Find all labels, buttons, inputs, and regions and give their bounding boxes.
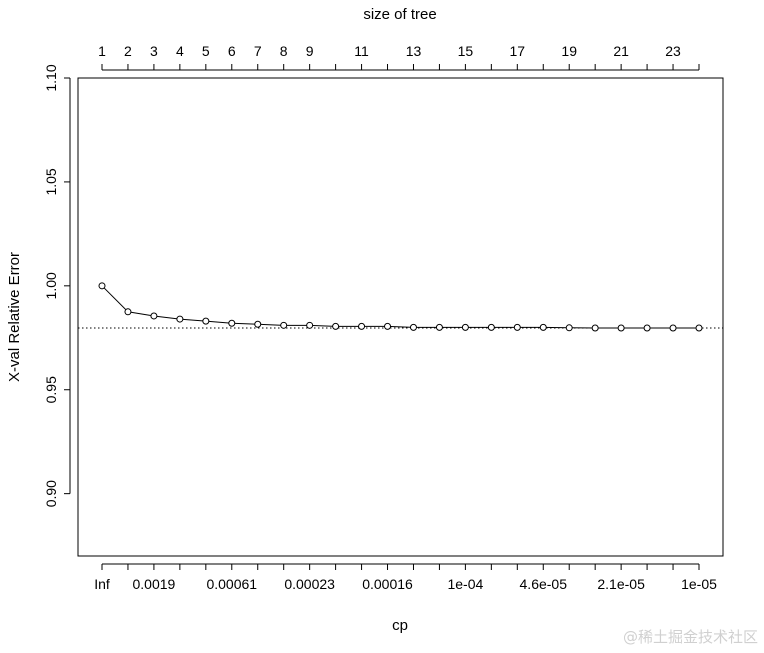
- y-tick-label: 1.05: [43, 168, 59, 195]
- top-tick-label: 15: [458, 43, 474, 59]
- bottom-tick-label: 1e-04: [447, 576, 483, 592]
- plot-frame: [77, 77, 724, 557]
- data-point: [358, 322, 366, 330]
- data-point: [228, 319, 236, 327]
- y-axis-title: X-val Relative Error: [6, 252, 23, 382]
- top-axis-title: size of tree: [363, 6, 436, 23]
- data-point: [643, 324, 651, 332]
- bottom-tick-label: 0.00061: [206, 576, 257, 592]
- data-point: [565, 324, 573, 332]
- top-tick-label: 7: [254, 43, 262, 59]
- data-point: [409, 323, 417, 331]
- data-point: [176, 315, 184, 323]
- top-tick-label: 8: [280, 43, 288, 59]
- bottom-tick-label: 2.1e-05: [597, 576, 645, 592]
- data-point: [617, 324, 625, 332]
- top-tick-label: 4: [176, 43, 184, 59]
- y-tick-label: 1.00: [43, 272, 59, 299]
- data-point: [591, 324, 599, 332]
- top-tick-label: 9: [306, 43, 314, 59]
- bottom-tick-label: 1e-05: [681, 576, 717, 592]
- data-point: [124, 308, 132, 316]
- x-axis-title: cp: [392, 617, 408, 634]
- top-tick-label: 17: [510, 43, 526, 59]
- top-tick-label: 19: [561, 43, 577, 59]
- data-point: [695, 324, 703, 332]
- series-line: [101, 285, 699, 329]
- top-tick-label: 11: [354, 43, 369, 59]
- data-point: [150, 312, 158, 320]
- data-point: [513, 323, 521, 331]
- top-tick-label: 21: [613, 43, 629, 59]
- data-point: [384, 322, 392, 330]
- top-tick-label: 13: [406, 43, 422, 59]
- top-tick-label: 1: [98, 43, 106, 59]
- y-tick-label: 0.95: [43, 376, 59, 403]
- bottom-axis: Inf 0.0019 0.00061 0.00023 0.00016 1e-04 4.6e-…: [94, 563, 717, 592]
- top-tick-label: 5: [202, 43, 210, 59]
- bottom-tick-label: 0.00016: [362, 576, 413, 592]
- y-axis: 0.90 0.95 1.00 1.05 1.10: [43, 64, 71, 507]
- data-points: [98, 282, 703, 332]
- data-point: [539, 323, 547, 331]
- y-tick-label: 0.90: [43, 480, 59, 507]
- top-tick-label: 3: [150, 43, 158, 59]
- top-tick-label: 2: [124, 43, 132, 59]
- bottom-tick-label: 4.6e-05: [520, 576, 568, 592]
- data-point: [332, 322, 340, 330]
- data-point: [306, 321, 314, 329]
- bottom-tick-label: 0.00023: [284, 576, 335, 592]
- data-point: [280, 321, 288, 329]
- data-point: [202, 317, 210, 325]
- y-tick-label: 1.10: [43, 64, 59, 91]
- data-point: [461, 323, 469, 331]
- data-point: [254, 320, 262, 328]
- data-point: [487, 323, 495, 331]
- data-point: [98, 282, 106, 290]
- bottom-tick-label: 0.0019: [132, 576, 175, 592]
- data-point: [669, 324, 677, 332]
- bottom-tick-label: Inf: [94, 576, 110, 592]
- top-tick-label: 23: [665, 43, 681, 59]
- watermark: @稀土掘金技术社区: [622, 628, 758, 646]
- top-tick-label: 6: [228, 43, 236, 59]
- top-axis: 1 2 3 4 5 6 7 8 9 11 13 15 17 19 21 23: [98, 43, 700, 71]
- data-point: [435, 323, 443, 331]
